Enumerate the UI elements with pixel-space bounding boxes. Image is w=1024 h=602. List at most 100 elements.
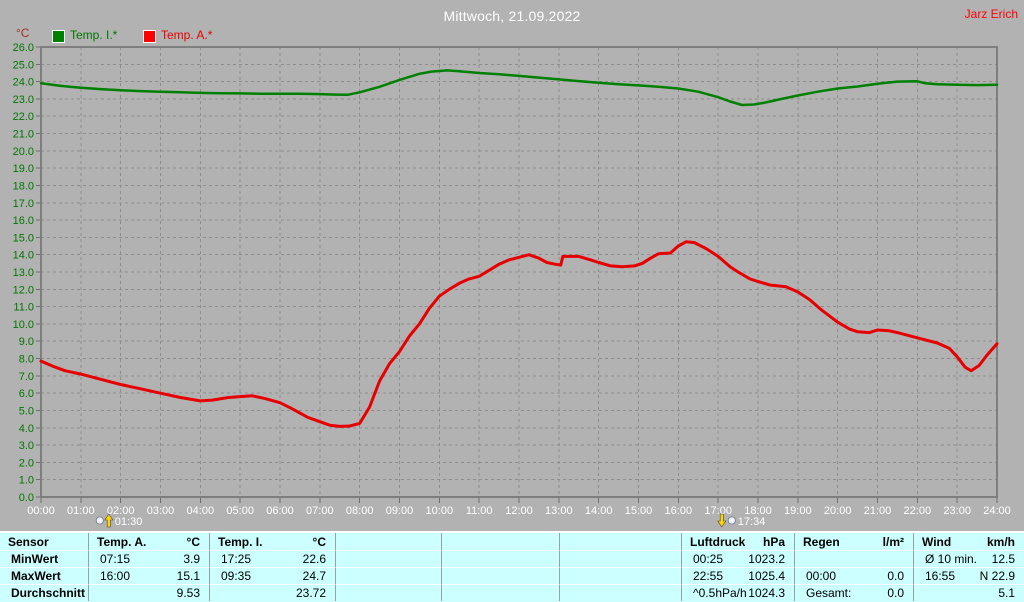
y-axis-label: 8.0: [19, 354, 34, 366]
y-axis-label: 20.0: [13, 146, 34, 158]
x-axis-label: 23:00: [943, 505, 971, 517]
table-cell-value: 5.1: [998, 586, 1015, 600]
table-cell-label: MinWert: [11, 552, 59, 566]
y-axis-label: 5.0: [19, 406, 34, 418]
table-cell-label: Durchschnitt: [11, 586, 86, 600]
series-line-temp-a: [39, 240, 999, 428]
y-axis-label: 0.0: [19, 492, 34, 504]
x-axis-label: 01:00: [67, 505, 95, 517]
table-cell-label: Sensor: [8, 534, 49, 549]
table-header-cell: Regen l/m²: [794, 533, 913, 550]
y-axis-label: 13.0: [13, 267, 34, 279]
y-axis-label: 1.0: [19, 475, 34, 487]
y-axis-label: 12.0: [13, 284, 34, 296]
x-axis-label: 06:00: [266, 505, 294, 517]
table-cell-value: °C: [312, 534, 326, 549]
table-cell-value: 0.0: [887, 586, 904, 600]
x-axis-label: 10:00: [426, 505, 454, 517]
x-axis-label: 03:00: [147, 505, 175, 517]
table-row-label: Durchschnitt: [0, 584, 88, 601]
table-cell: [335, 567, 441, 584]
table-cell-label: 00:00: [806, 569, 837, 583]
marker-time-label: 17:34: [738, 516, 766, 528]
table-cell: 16:00 15.1: [88, 567, 209, 584]
table-cell-label: Ø 10 min.: [925, 552, 978, 566]
table-cell-value: 22.6: [302, 552, 326, 566]
x-axis-label: 04:00: [187, 505, 215, 517]
table-cell: [441, 584, 559, 601]
table-cell-value: 0.0: [887, 569, 904, 583]
x-axis-label: 08:00: [346, 505, 374, 517]
x-axis-label: 21:00: [864, 505, 892, 517]
y-axis-label: 19.0: [13, 163, 34, 175]
temperature-line-chart: 0.0 1.0 2.0 3.0 4.0 5.0 6.0 7.0 8.0 9.0 10.0 11.0 12…: [13, 42, 1011, 528]
x-axis-label: 12:00: [505, 505, 533, 517]
temp-i-legend-label: Temp. I.*: [70, 28, 118, 42]
y-axis-label: 26.0: [13, 42, 34, 54]
y-axis-label: 10.0: [13, 319, 34, 331]
table-cell-label: 17:25: [221, 552, 252, 566]
table-cell: 9.53: [88, 584, 209, 601]
table-cell: 22:55 1025.4: [681, 567, 794, 584]
y-axis-label: 24.0: [13, 77, 34, 89]
table-cell-value: 12.5: [991, 552, 1015, 566]
table-header-cell: [441, 533, 559, 550]
table-cell-label: Temp. A.: [97, 534, 147, 549]
y-axis-label: 9.0: [19, 336, 34, 348]
y-axis-label: 6.0: [19, 388, 34, 400]
x-axis-label: 05:00: [226, 505, 254, 517]
table-cell-label: 07:15: [100, 552, 131, 566]
table-cell: 23.72: [209, 584, 335, 601]
x-axis-label: 18:00: [744, 505, 772, 517]
table-header-cell: Temp. A. °C: [88, 533, 209, 550]
table-cell-value: 1025.4: [748, 569, 785, 583]
table-cell: [441, 567, 559, 584]
marker-dot-icon: [95, 516, 104, 525]
table-cell-value: l/m²: [882, 534, 904, 549]
y-axis-label: 21.0: [13, 129, 34, 141]
table-cell: [559, 550, 681, 567]
table-cell-value: 1023.2: [748, 552, 785, 566]
x-axis-label: 15:00: [625, 505, 653, 517]
table-cell-value: 3.9: [183, 552, 200, 566]
y-axis-label: 11.0: [13, 302, 34, 314]
table-row-label: MaxWert: [0, 567, 88, 584]
table-cell: [794, 550, 913, 567]
table-header-cell: Wind km/h: [913, 533, 1024, 550]
table-cell-label: 00:25: [693, 552, 724, 566]
table-header-cell: Luftdruck hPa: [681, 533, 794, 550]
table-cell-value: 23.72: [295, 586, 326, 600]
table-cell-label: Wind: [922, 534, 952, 549]
marker-time-label: 01:30: [115, 516, 143, 528]
y-axis-label: 2.0: [19, 457, 34, 469]
table-cell-label: 22:55: [693, 569, 724, 583]
y-axis-label: 7.0: [19, 371, 34, 383]
table-header-cell: Temp. I. °C: [209, 533, 335, 550]
table-cell-value: hPa: [762, 534, 785, 549]
table-header-sensor: Sensor: [0, 533, 88, 550]
y-axis-label: 25.0: [13, 59, 34, 71]
table-cell-label: Luftdruck: [690, 534, 746, 549]
series-line-temp-i: [39, 69, 999, 107]
table-cell-label: Temp. I.: [218, 534, 263, 549]
table-cell-value: 24.7: [302, 569, 326, 583]
y-axis-label: 15.0: [13, 232, 34, 244]
table-cell-value: km/h: [986, 534, 1015, 549]
table-cell: 00:25 1023.2: [681, 550, 794, 567]
x-axis-label: 14:00: [585, 505, 613, 517]
table-cell-label: 16:55: [925, 569, 956, 583]
table-cell: [335, 550, 441, 567]
table-cell: [559, 584, 681, 601]
x-axis-label: 22:00: [904, 505, 932, 517]
x-axis-label: 17:00: [704, 505, 732, 517]
table-cell-value: 9.53: [176, 586, 200, 600]
y-axis-label: 22.0: [13, 111, 34, 123]
table-cell: ^0.5hPa/h 1024.3: [681, 584, 794, 601]
x-axis-label: 20:00: [824, 505, 852, 517]
y-axis-label: 23.0: [13, 94, 34, 106]
x-axis-label: 09:00: [386, 505, 414, 517]
table-row-label: MinWert: [0, 550, 88, 567]
table-cell: Ø 10 min. 12.5: [913, 550, 1024, 567]
sensor-stats-table: Sensor Temp. A. °C Temp. I. °C Luftdruck hPa Re…: [0, 531, 1024, 602]
table-cell-value: N 22.9: [979, 569, 1015, 583]
